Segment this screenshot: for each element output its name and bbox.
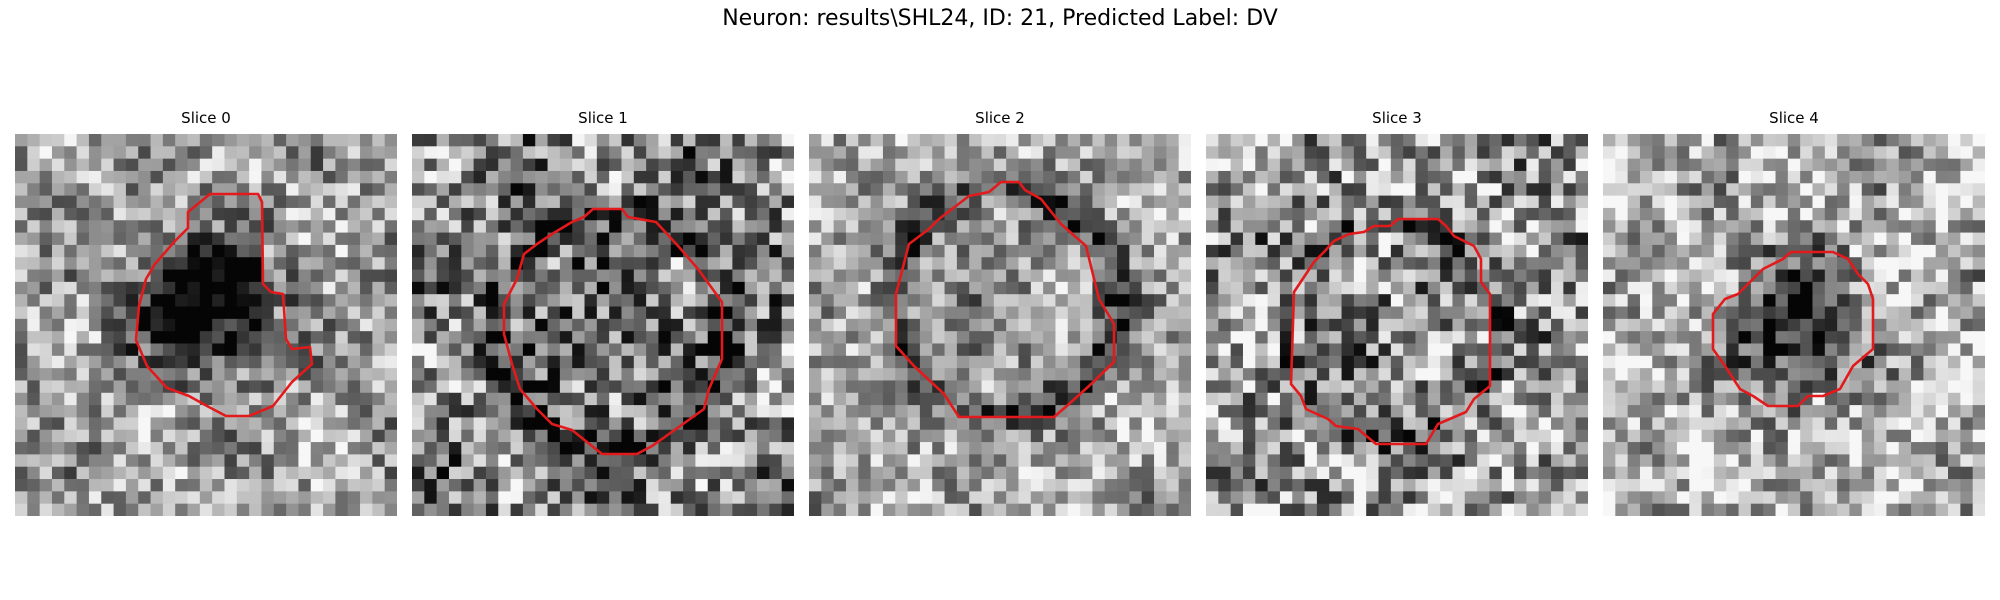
grayscale-pixel-grid (1206, 134, 1588, 516)
roi-contour (1289, 217, 1492, 446)
roi-contour (502, 207, 724, 456)
slice-title: Slice 3 (1372, 109, 1422, 127)
grayscale-pixel-grid (15, 134, 397, 516)
roi-contour (894, 180, 1116, 419)
slice-image (1603, 134, 1985, 516)
slice-panel-3: Slice 3 (1206, 109, 1588, 523)
slice-image (412, 134, 794, 516)
slice-title: Slice 1 (578, 109, 628, 127)
slice-image (809, 134, 1191, 516)
slice-panel-0: Slice 0 (15, 109, 397, 523)
slice-title: Slice 4 (1769, 109, 1819, 127)
grayscale-pixel-grid (412, 134, 794, 516)
grayscale-pixel-grid (809, 134, 1191, 516)
slice-panel-2: Slice 2 (809, 109, 1191, 523)
slice-panel-1: Slice 1 (412, 109, 794, 523)
roi-contour (134, 192, 314, 418)
figure-title: Neuron: results\SHL24, ID: 21, Predicted… (722, 6, 1278, 31)
grayscale-pixel-grid (1603, 134, 1985, 516)
slice-image (15, 134, 397, 516)
slice-title: Slice 2 (975, 109, 1025, 127)
roi-contour (1711, 250, 1875, 408)
slice-panel-4: Slice 4 (1603, 109, 1985, 523)
slice-image (1206, 134, 1588, 516)
slice-title: Slice 0 (181, 109, 231, 127)
